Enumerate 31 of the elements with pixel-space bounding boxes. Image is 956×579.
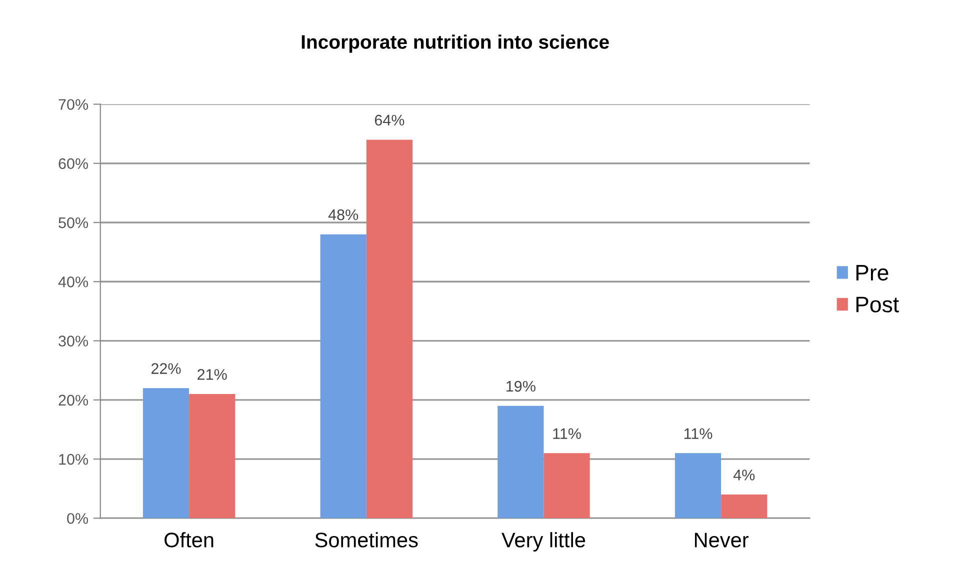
- legend-label: Pre: [856, 265, 888, 281]
- bar: [674, 453, 722, 518]
- y-tick-label: 0%: [67, 513, 88, 524]
- data-label: 4%: [733, 470, 755, 480]
- x-tick-label: Very little: [502, 532, 586, 552]
- bar: [721, 494, 768, 518]
- bar: [189, 394, 236, 518]
- x-tick-label: Never: [694, 532, 749, 548]
- bar: [320, 234, 366, 518]
- y-tick-label: 40%: [58, 276, 88, 288]
- data-label: 19%: [506, 380, 536, 392]
- y-tick-label: 30%: [58, 336, 88, 346]
- legend-label: Post: [856, 296, 899, 312]
- bar: [498, 406, 544, 518]
- data-label: 11%: [684, 428, 712, 439]
- y-tick-label: 20%: [58, 394, 88, 406]
- data-label: 11%: [553, 428, 581, 439]
- data-label: 64%: [374, 114, 404, 126]
- y-tick-label: 70%: [58, 99, 88, 110]
- y-tick-label: 50%: [58, 217, 88, 228]
- y-tick-label: 60%: [58, 158, 88, 170]
- chart-title: Incorporate nutrition into science: [302, 34, 609, 53]
- data-label: 48%: [328, 209, 358, 220]
- x-tick-label: Sometimes: [315, 532, 418, 548]
- y-tick-label: 10%: [59, 454, 88, 465]
- x-tick-label: Often: [164, 532, 214, 548]
- data-label: 21%: [198, 369, 227, 380]
- bar: [366, 140, 412, 518]
- bar: [142, 388, 190, 518]
- bar: [544, 453, 590, 518]
- data-label: 22%: [151, 363, 181, 374]
